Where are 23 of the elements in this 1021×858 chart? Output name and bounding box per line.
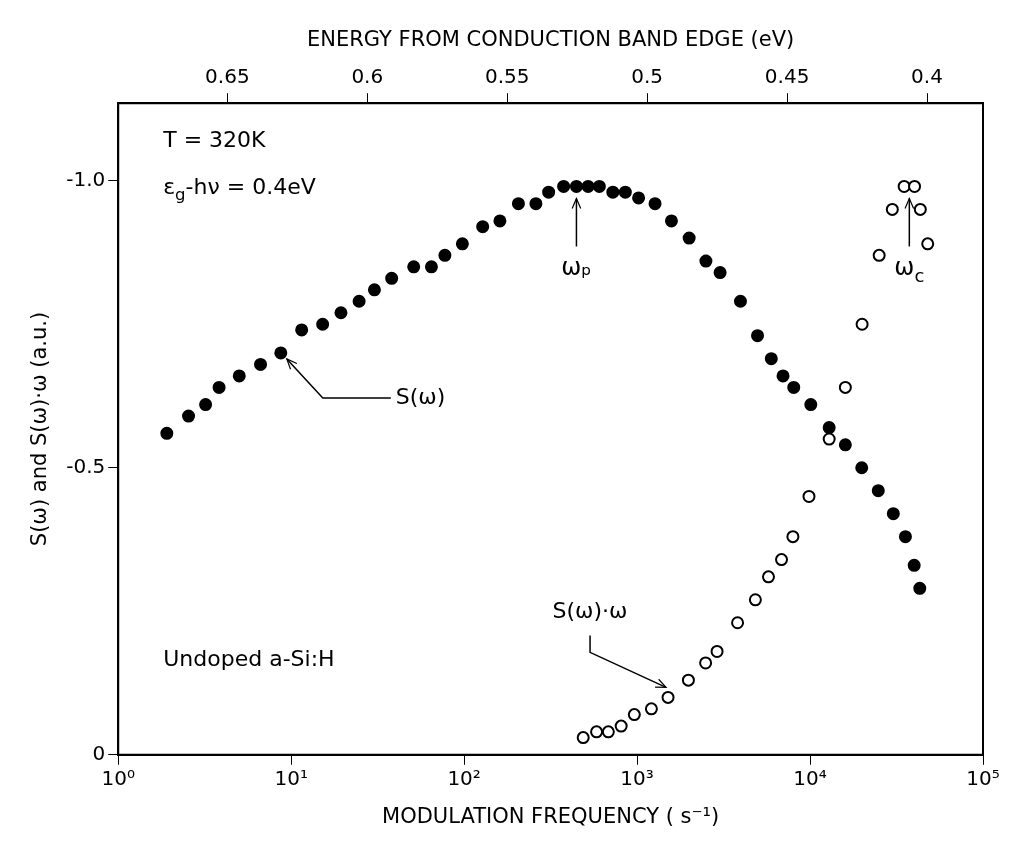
x-tick-label: 10⁵ [966,766,1000,790]
y-axis-title: S(ω) and S(ω)·ω (a.u.) [27,311,52,547]
y-tick-label: -0.5 [66,453,106,478]
x2-axis-title: ENERGY FROM CONDUCTION BAND EDGE (eV) [306,27,795,52]
x-tick-label: 10⁴ [793,766,827,790]
y-tick-label: -1.0 [66,166,106,191]
x-tick-label: 10¹ [274,766,308,790]
x2-tick-label: 0.65 [205,64,250,89]
x-axis-title: MODULATION FREQUENCY ( s⁻¹) [382,803,720,828]
text: S(ω)·ω [552,598,628,624]
annotation: T = 320K [162,126,267,152]
y-tick-label: 0 [92,741,106,765]
x2-tick-label: 0.45 [764,64,810,89]
text: S(ω) [395,383,446,409]
x2-tick-label: 0.6 [351,64,384,89]
annotation: ωₚ [561,252,592,281]
x2-tick-label: 0.5 [631,64,664,89]
x2-tick-label: 0.4 [911,64,943,89]
annotation: Undoped a-Si:H [163,645,335,671]
x2-tick-label: 0.55 [484,64,530,89]
x-tick-label: 10³ [620,766,654,790]
x-tick-label: 10⁰ [101,766,135,790]
x-tick-label: 10² [447,766,481,790]
